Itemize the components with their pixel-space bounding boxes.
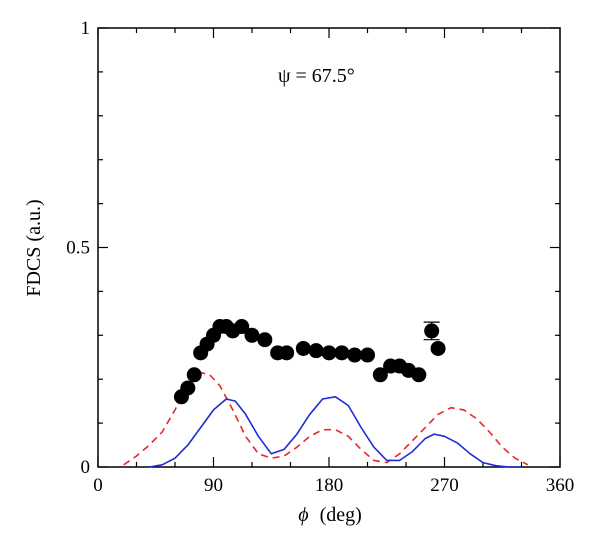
axis-tick-labels: 0 90 180 270 360 0 0.5 1 xyxy=(66,18,574,496)
data-point xyxy=(295,340,311,356)
data-point xyxy=(334,345,350,361)
data-point xyxy=(347,347,363,363)
plot-frame xyxy=(97,27,561,468)
x-tick-label: 180 xyxy=(315,475,344,496)
data-point xyxy=(430,340,446,356)
x-tick-label: 360 xyxy=(546,475,575,496)
data-point xyxy=(372,367,388,383)
axis-ticks xyxy=(97,27,561,468)
x-axis-symbol: ϕ xyxy=(298,504,308,526)
data-point xyxy=(279,345,295,361)
psi-annotation: ψ = 67.5° xyxy=(278,65,355,87)
data-point xyxy=(411,367,427,383)
y-axis-label: FDCS (a.u.) xyxy=(23,199,45,296)
data-point xyxy=(257,332,273,348)
series-points xyxy=(173,319,446,405)
data-point xyxy=(180,380,196,396)
data-point xyxy=(234,319,250,335)
solid-blue-curve xyxy=(149,396,522,468)
data-point xyxy=(360,347,375,363)
x-axis-label: ϕ (deg) xyxy=(298,504,362,526)
x-tick-label: 90 xyxy=(204,475,223,496)
data-point xyxy=(321,345,337,361)
y-tick-label: 1 xyxy=(81,18,91,39)
y-tick-label: 0 xyxy=(81,457,91,478)
x-axis-unit: (deg) xyxy=(320,504,362,526)
data-point xyxy=(186,367,202,383)
x-tick-label: 270 xyxy=(430,475,459,496)
y-tick-label: 0.5 xyxy=(66,238,90,259)
data-point xyxy=(308,343,324,359)
x-tick-label: 0 xyxy=(93,475,103,496)
data-point xyxy=(244,327,260,343)
